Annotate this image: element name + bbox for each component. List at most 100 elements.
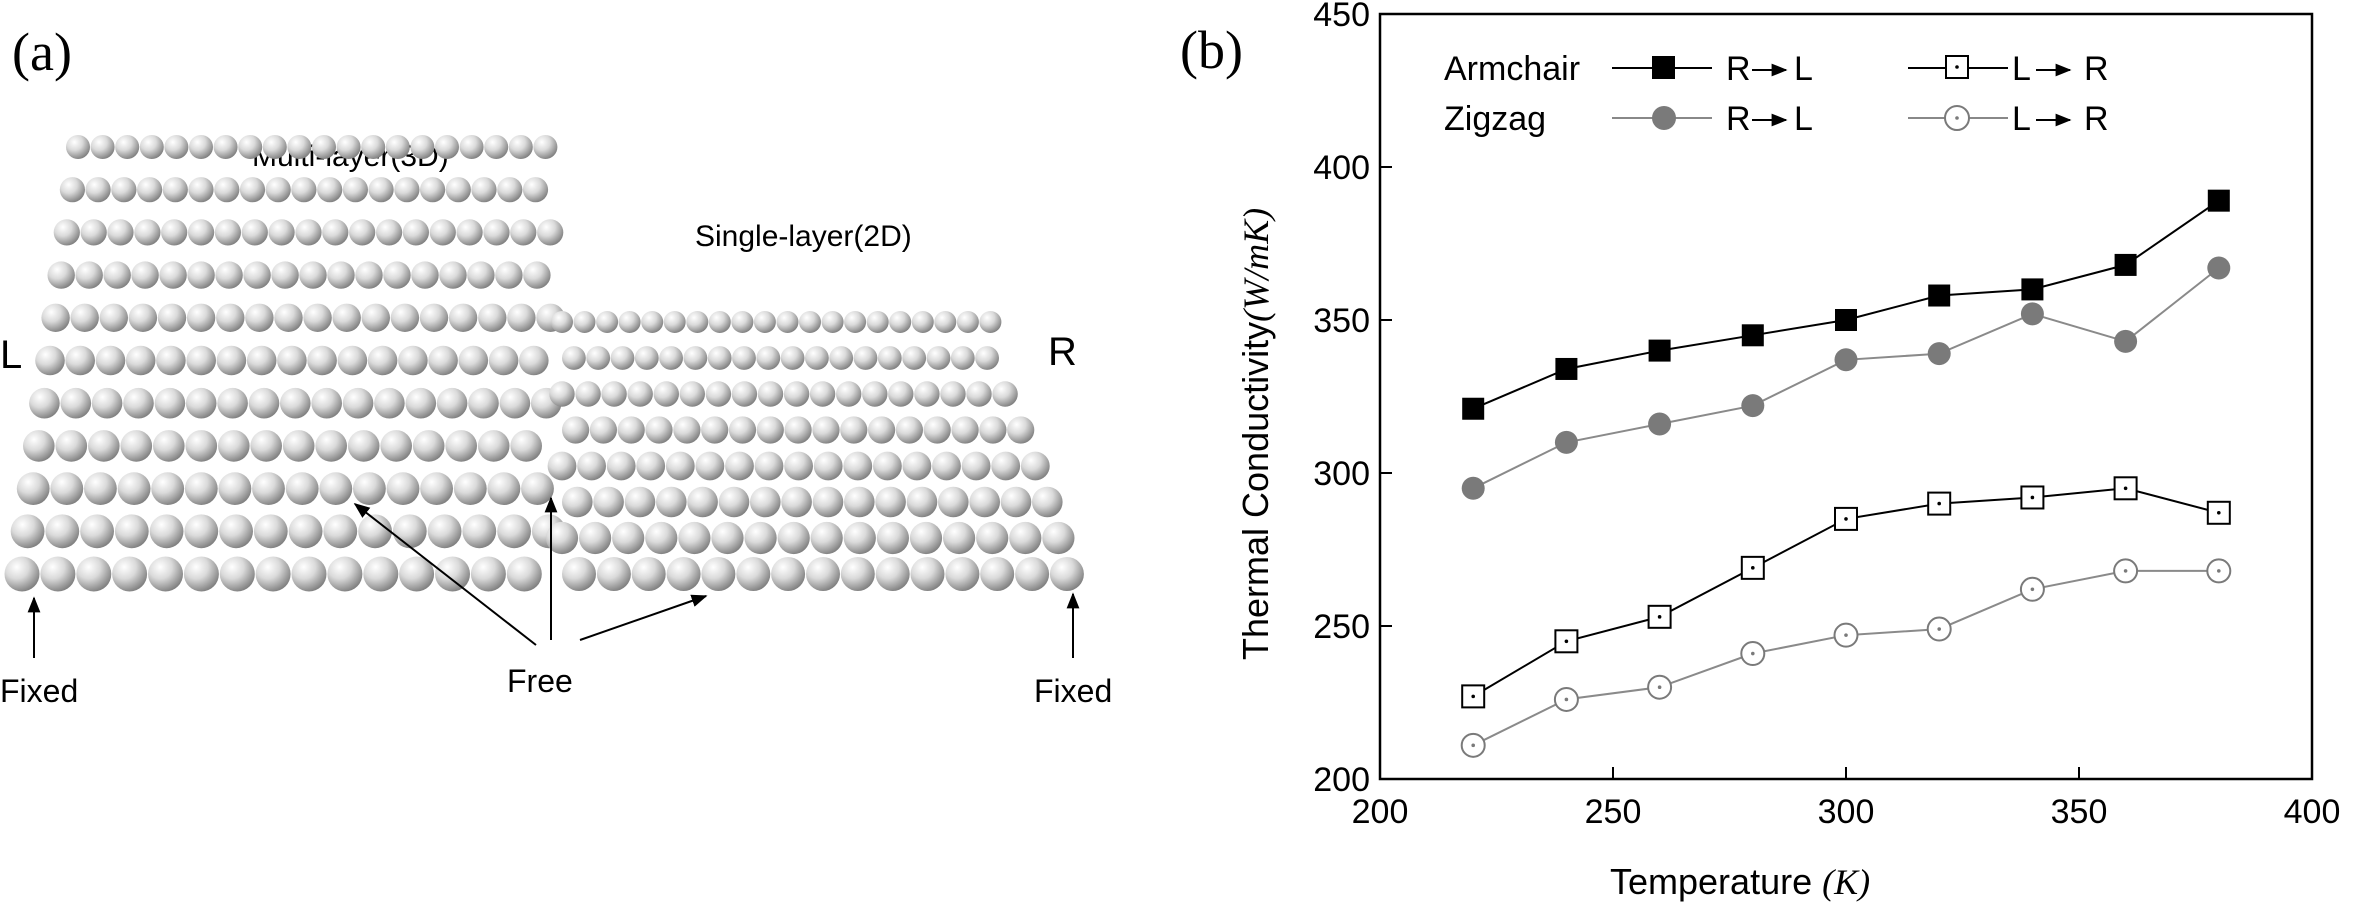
y-tick-label: 200 (1313, 761, 1370, 799)
atom (551, 311, 573, 333)
atom (645, 416, 673, 444)
atom (161, 219, 188, 246)
atom (754, 451, 784, 481)
fixed-right-label: Fixed (1034, 673, 1112, 709)
atom (243, 261, 271, 289)
atom (427, 514, 462, 549)
data-point (1462, 397, 1485, 420)
atom (277, 345, 307, 376)
free-arrow-right (579, 594, 708, 641)
atom (385, 135, 410, 159)
atom (4, 556, 40, 592)
data-point (1554, 430, 1578, 454)
legend-text-armchair-r: R (1726, 50, 1751, 88)
atom (462, 514, 497, 549)
atom (634, 346, 659, 370)
atom (262, 135, 287, 159)
marker-center-dot (1657, 615, 1662, 619)
atom (923, 416, 951, 444)
atom (521, 472, 554, 505)
atom (45, 514, 80, 549)
y-tick-label: 250 (1313, 608, 1370, 646)
atom (95, 345, 126, 376)
atom (367, 345, 398, 376)
atom (940, 381, 966, 407)
atom (610, 346, 635, 370)
atom (274, 303, 303, 332)
atom (969, 486, 1000, 518)
atom (577, 451, 606, 481)
free-label: Free (507, 663, 573, 699)
atom (187, 261, 215, 289)
atom (812, 486, 844, 518)
atom (659, 346, 683, 370)
atom (280, 387, 311, 419)
atom (214, 219, 241, 246)
atom (445, 430, 478, 462)
atom (844, 486, 875, 518)
atom (291, 556, 327, 592)
atom (562, 557, 596, 591)
data-point (1927, 342, 1951, 366)
atom (497, 514, 531, 549)
data-point (2021, 278, 2044, 301)
atom (902, 346, 927, 370)
atom (115, 135, 140, 159)
atom (107, 219, 134, 246)
panel-b: (b) 200 250 300 350 400 450 200 250 300 350 400 T… (1180, 0, 2340, 902)
atom (399, 556, 435, 592)
atom (810, 521, 843, 555)
atom (533, 135, 558, 159)
atom (545, 521, 579, 555)
single-layer-label: Single-layer(2D) (695, 220, 912, 253)
atom (934, 311, 957, 333)
atom (114, 514, 149, 549)
atom (1049, 557, 1084, 591)
atom (757, 381, 784, 407)
atom-lattice (4, 135, 1084, 592)
atom (91, 387, 123, 419)
atom (523, 261, 551, 289)
series-group (1460, 189, 2232, 758)
atom (829, 346, 854, 370)
atom (188, 219, 215, 246)
marker-center-dot (1751, 651, 1755, 656)
atom (945, 557, 980, 591)
atom (596, 557, 631, 591)
atom (70, 303, 99, 332)
atom (617, 416, 645, 444)
atom (889, 311, 912, 333)
atom (374, 387, 405, 419)
atom (139, 135, 164, 159)
atom (213, 135, 238, 159)
atom (663, 311, 686, 333)
atom (353, 472, 386, 505)
atom (219, 556, 255, 592)
legend-text-armchair-l2: L (2012, 50, 2031, 88)
atom (776, 311, 799, 333)
atom (123, 387, 154, 419)
atom (950, 346, 975, 370)
atom (55, 430, 88, 462)
atom (728, 416, 757, 444)
atom (813, 451, 843, 481)
data-point (1555, 357, 1578, 380)
atom (128, 303, 158, 332)
legend-marker-dot-armchair-lr (1955, 65, 1959, 69)
atom (679, 381, 705, 407)
atom (291, 177, 317, 203)
y-tick-label: 350 (1313, 302, 1370, 340)
atom (410, 135, 435, 159)
marker-center-dot (2217, 569, 2221, 573)
atom (477, 430, 510, 462)
atom (405, 387, 437, 419)
data-point (1835, 309, 1857, 331)
atom (495, 261, 523, 289)
atom (656, 486, 687, 518)
atom (428, 345, 458, 376)
marker-center-dot (2030, 587, 2035, 592)
atom (131, 261, 159, 289)
atom (337, 345, 368, 376)
atom (784, 451, 813, 481)
